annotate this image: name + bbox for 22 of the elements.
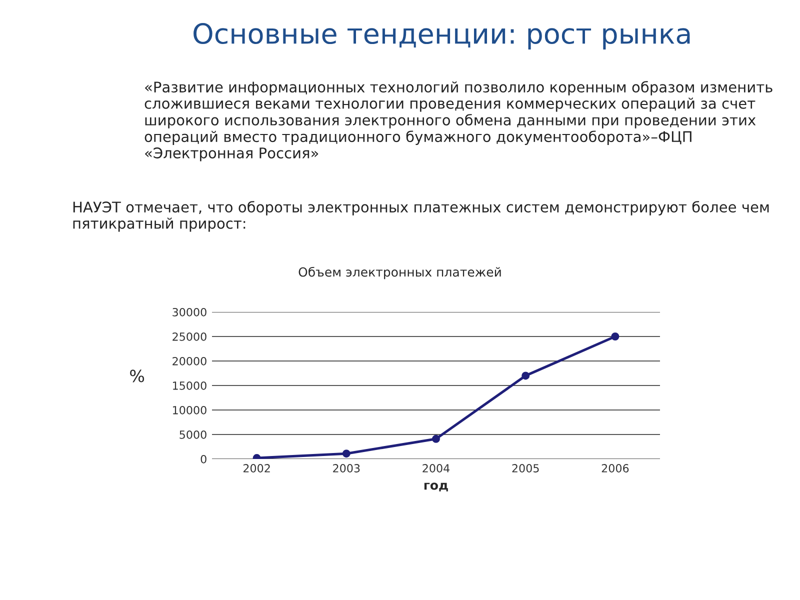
x-axis-title: год (424, 482, 448, 492)
y-tick-label: 10000 (173, 406, 206, 414)
text: «Развитие информационных технологий позволило коренным образом изменить сложившиеся веками технологии проведения коммерческих операций за счет широкого использования электронного обмена данными при проведении этих операций вместо традиционного бумажного документооборота»–ФЦП «Электронная Россия» (144, 81, 772, 162)
point (611, 332, 620, 340)
chart-subtitle: Объем электронных платежей (298, 266, 501, 280)
text: НАУЭТ отмечает, что обороты электронных платежных систем демонстрируют более чем пятикратный прирост: (73, 201, 769, 232)
y-tick-label: 15000 (173, 381, 206, 390)
x-tick-label: 2004 (422, 464, 450, 472)
x-tick-label: 2003 (333, 464, 360, 472)
chart-title: Основные тенденции: рост рынка (194, 23, 690, 50)
y-tick-label: 30000 (172, 308, 206, 316)
y-tick-label: 0 (200, 454, 206, 464)
y-axis-title: % (130, 370, 144, 382)
x-tick-label: 2006 (602, 464, 629, 472)
x-tick-label: 2002 (243, 464, 270, 472)
y-tick-label: 5000 (180, 430, 206, 439)
y-tick-label: 20000 (172, 356, 206, 366)
point (342, 450, 350, 458)
point (522, 372, 530, 380)
x-tick-label: 2005 (512, 464, 539, 472)
point (432, 434, 440, 443)
y-tick-label: 25000 (172, 332, 206, 341)
